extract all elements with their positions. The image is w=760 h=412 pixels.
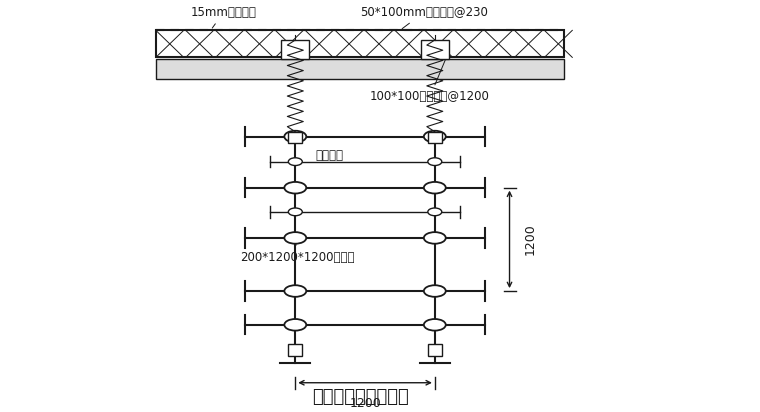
Text: 1200: 1200 xyxy=(524,223,537,255)
Ellipse shape xyxy=(284,285,306,297)
Ellipse shape xyxy=(424,319,446,330)
Ellipse shape xyxy=(424,285,446,297)
Text: 100*100方木间距@1200: 100*100方木间距@1200 xyxy=(370,54,490,103)
Bar xyxy=(156,30,565,57)
Ellipse shape xyxy=(288,208,302,216)
Ellipse shape xyxy=(424,232,446,244)
Text: 200*1200*1200碝扣架: 200*1200*1200碝扣架 xyxy=(240,242,355,264)
Ellipse shape xyxy=(284,182,306,194)
Bar xyxy=(428,132,442,143)
Ellipse shape xyxy=(424,182,446,194)
Bar xyxy=(288,344,302,356)
Text: 50*100mm方木间距@230: 50*100mm方木间距@230 xyxy=(360,6,488,29)
Bar xyxy=(288,132,302,143)
Ellipse shape xyxy=(284,131,306,142)
Text: 15mm厚多层板: 15mm厚多层板 xyxy=(191,6,257,28)
Ellipse shape xyxy=(428,208,442,216)
Bar xyxy=(428,344,442,356)
Bar xyxy=(281,40,309,59)
Ellipse shape xyxy=(288,158,302,166)
Bar xyxy=(421,40,448,59)
Ellipse shape xyxy=(284,232,306,244)
Text: 可调托撑: 可调托撑 xyxy=(315,149,344,162)
Ellipse shape xyxy=(424,131,446,142)
Ellipse shape xyxy=(284,319,306,330)
Ellipse shape xyxy=(428,158,442,166)
Bar xyxy=(156,59,565,79)
Text: 1200: 1200 xyxy=(349,397,381,410)
Text: 顶板模板支设体系图: 顶板模板支设体系图 xyxy=(312,388,408,405)
